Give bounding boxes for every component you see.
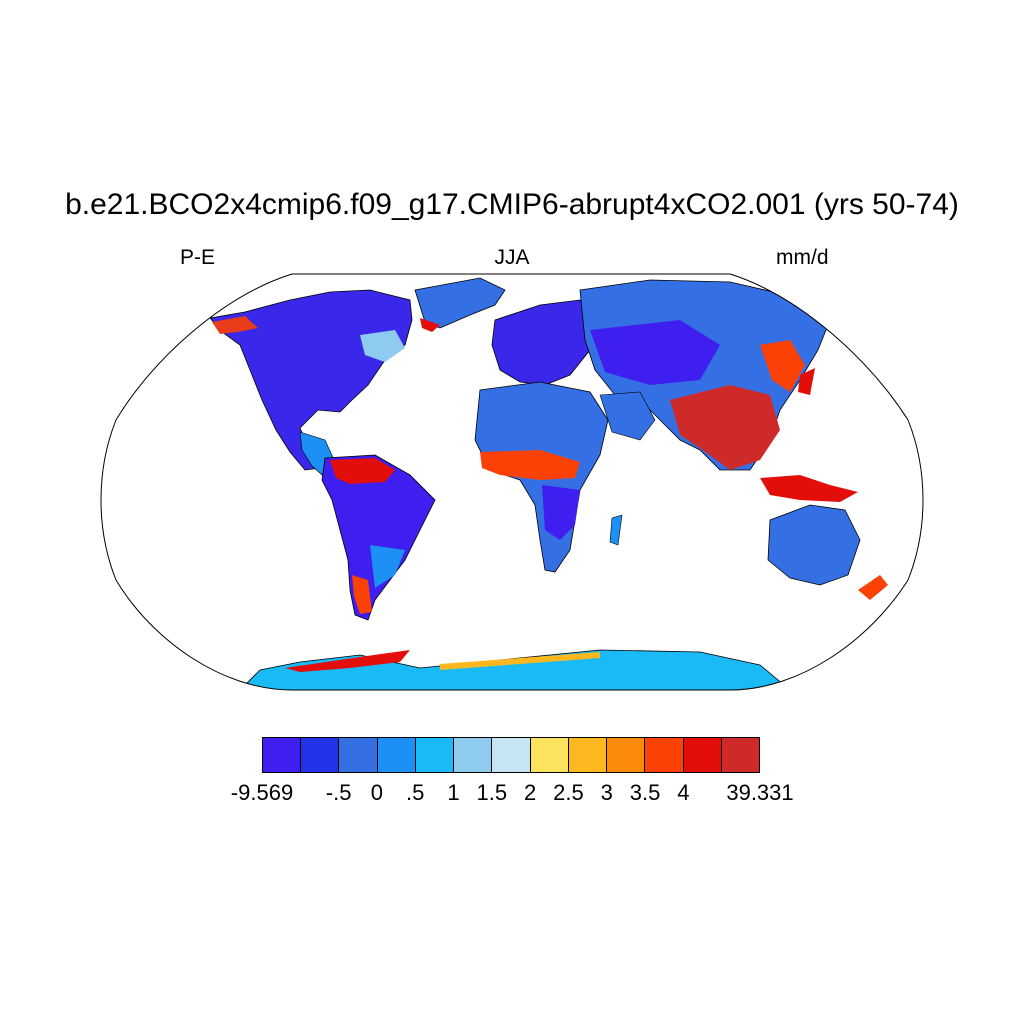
colorbar-tick-label: .5 [406,780,425,805]
region-colombia-venezuela [330,458,395,484]
region-patagonia [352,575,372,614]
region-east-asia-coast [760,340,805,392]
region-arabia [599,391,656,441]
colorbar-swatch [263,738,302,772]
colorbar-labels: -9.569 -.5 0 .5 1 1.5 2 2.5 3 3.5 4 39.331 [0,780,1024,810]
landmass-australia [767,504,861,586]
region-indonesia [760,475,858,502]
region-south-east-asia-monsoon [670,385,780,470]
landmass-europe [491,299,601,386]
colorbar-tick-label: 4 [677,780,690,805]
colorbar-swatch [530,738,569,772]
landmass-madagascar [609,514,623,546]
colorbar-tick-label: 0 [370,780,384,805]
colorbar-tick-label: 3.5 [629,780,661,805]
colorbar-tick-label: 2 [524,780,537,805]
region-canada-east [360,330,405,362]
colorbar-tick-label: 39.331 [726,780,794,805]
colorbar-swatch [415,738,455,772]
colorbar-tick-label: -.5 [325,780,352,805]
colorbar-swatch [683,738,722,772]
region-sahel [480,450,580,480]
colorbar-tick-label: -9.569 [230,780,294,805]
colorbar-tick-label: 1.5 [476,780,508,805]
colorbar-swatch [607,738,646,772]
colorbar-swatch [645,738,684,772]
colorbar-swatch [301,738,340,772]
region-greenland-south [420,318,440,332]
units-label: mm/d [776,246,829,269]
land-fill-group [209,277,888,690]
colorbar-swatch [339,738,378,772]
colorbar-swatch [377,738,416,772]
region-antarctic-coast [440,652,600,670]
plot-title: b.e21.BCO2x4cmip6.f09_g17.CMIP6-abrupt4x… [65,188,959,221]
colorbar-swatch [568,738,608,772]
landmass-greenland [414,277,506,329]
region-central-asia [590,320,720,385]
map-border [100,273,924,691]
colorbar-tick-label: 2.5 [553,780,584,805]
colorbar-swatch [721,738,760,772]
colorbar-swatch [454,738,493,772]
region-south-brazil [370,545,405,588]
region-japan [798,368,815,395]
colorbar-swatch [492,738,531,772]
colorbar-tick-label: 3 [600,780,613,805]
landmass-new-zealand [858,575,888,600]
season-label: JJA [494,246,530,269]
variable-label: P-E [180,246,216,269]
colorbar [262,737,760,773]
region-antarctic-peninsula [285,650,410,672]
colorbar-tick-label: 1 [447,780,460,805]
region-alaska [212,316,258,334]
region-central-africa [542,485,580,540]
